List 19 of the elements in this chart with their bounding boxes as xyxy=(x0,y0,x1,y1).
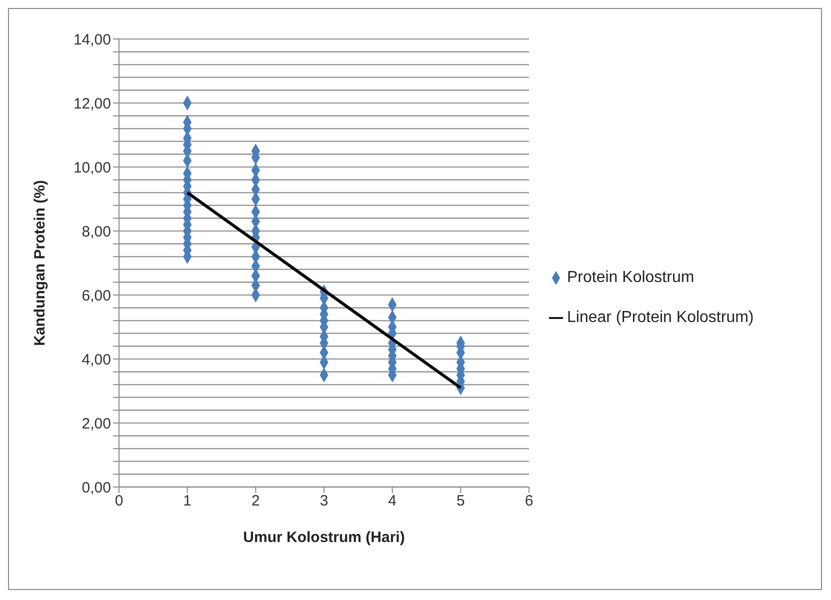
legend-label: Protein Kolostrum xyxy=(567,269,694,286)
x-tick-label: 3 xyxy=(320,492,328,510)
y-tick-label: 6,00 xyxy=(82,287,111,304)
y-tick-label: 4,00 xyxy=(82,351,111,368)
y-axis-title: Kandungan Protein (%) xyxy=(31,180,48,346)
y-tick-label: 10,00 xyxy=(73,159,111,176)
legend-label: Linear (Protein Kolostrum) xyxy=(567,309,754,326)
y-tick-label: 12,00 xyxy=(73,95,111,112)
x-axis-title: Umur Kolostrum (Hari) xyxy=(243,529,405,546)
x-tick-label: 1 xyxy=(183,492,192,510)
y-tick-label: 14,00 xyxy=(73,31,111,48)
y-tick-label: 8,00 xyxy=(82,223,111,240)
x-tick-label: 5 xyxy=(456,492,465,510)
x-tick-label: 6 xyxy=(524,492,534,510)
y-tick-label: 2,00 xyxy=(82,415,111,432)
x-tick-label: 2 xyxy=(251,492,260,510)
x-tick-label: 4 xyxy=(388,492,397,510)
x-tick-label: 0 xyxy=(114,492,124,510)
y-tick-label: 0,00 xyxy=(82,479,111,496)
